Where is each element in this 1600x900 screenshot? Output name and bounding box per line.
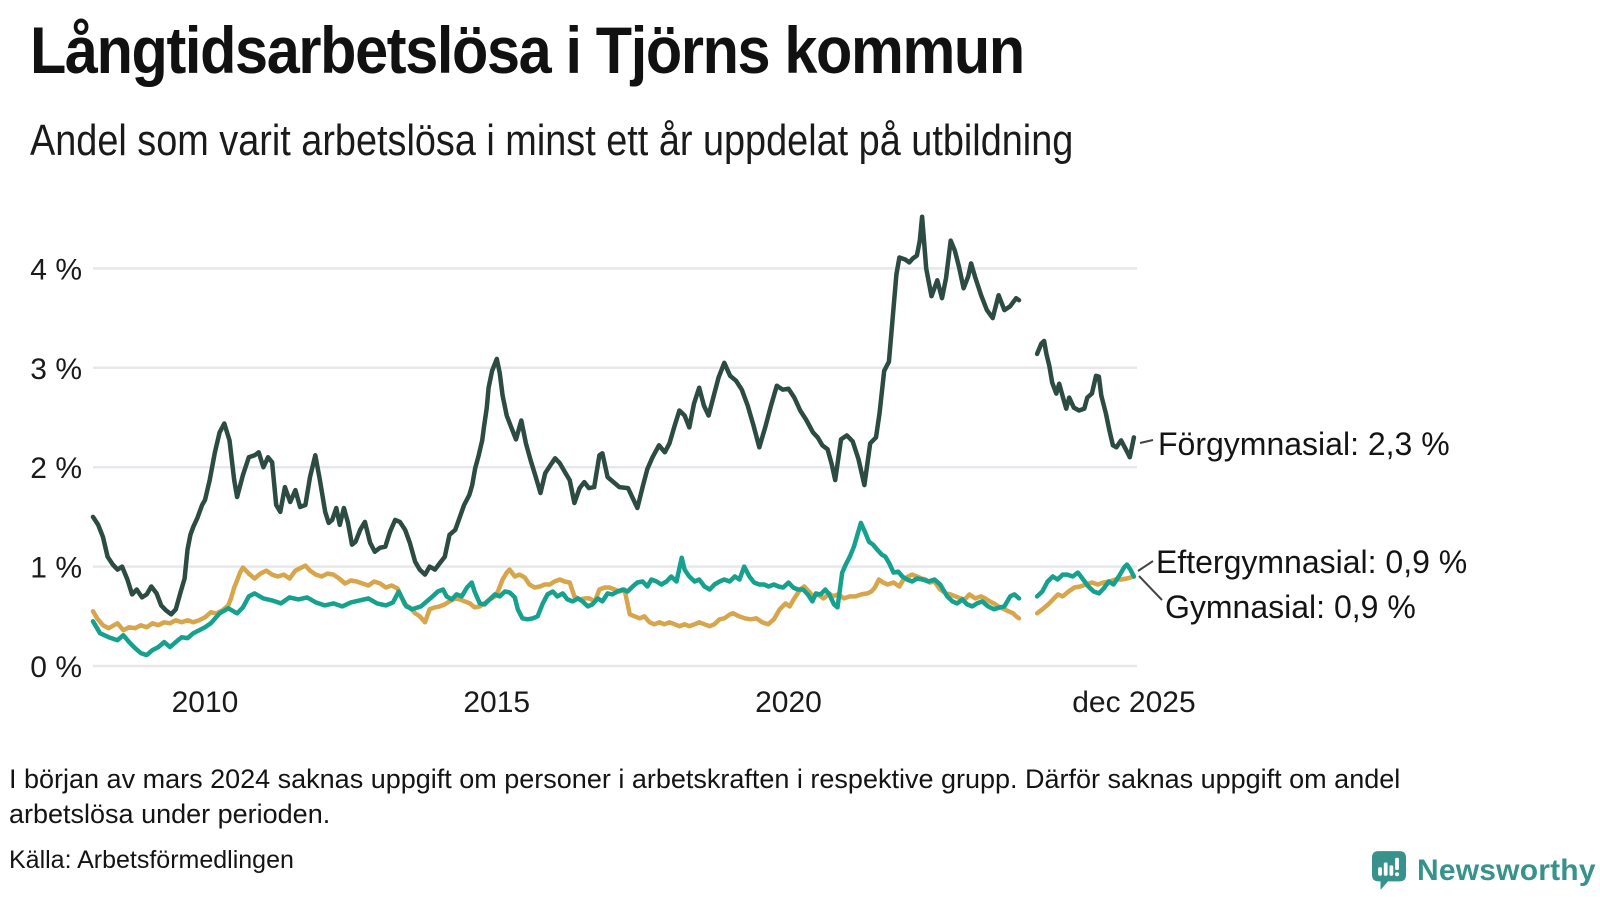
label-connector-line	[1138, 575, 1163, 601]
y-axis-tick-label: 1 %	[30, 552, 82, 585]
y-axis-tick-label: 0 %	[30, 651, 82, 684]
newsworthy-logo: Newsworthy	[1372, 851, 1596, 891]
newsworthy-logo-text: Newsworthy	[1417, 854, 1596, 887]
x-axis-tick-label: 2010	[172, 686, 239, 719]
y-axis-tick-label: 3 %	[30, 353, 82, 386]
newsworthy-badge-icon	[1372, 851, 1406, 890]
series-line-eftergymnasial	[1034, 562, 1137, 599]
y-axis-tick-label: 2 %	[30, 452, 82, 485]
series-end-label-forgymnasial: Förgymnasial: 2,3 %	[1158, 426, 1450, 462]
series-line-förgymnasial	[1034, 338, 1137, 460]
x-axis-tick-label: dec 2025	[1072, 686, 1195, 719]
series-line-förgymnasial	[90, 214, 1022, 617]
x-axis-tick-label: 2020	[755, 686, 822, 719]
series-line-eftergymnasial	[90, 520, 1022, 658]
page-title: Långtidsarbetslösa i Tjörns kommun	[30, 13, 1025, 87]
footnote-text: I början av mars 2024 saknas uppgift om …	[9, 764, 1401, 829]
series-line-gymnasial	[90, 563, 1022, 633]
y-axis-tick-label: 4 %	[30, 253, 82, 286]
series-end-label-eftergymnasial: Eftergymnasial: 0,9 %	[1156, 544, 1468, 580]
series-end-label-gymnasial: Gymnasial: 0,9 %	[1165, 589, 1416, 625]
page-subtitle: Andel som varit arbetslösa i minst ett å…	[30, 116, 1074, 165]
source-attribution: Källa: Arbetsförmedlingen	[9, 846, 294, 874]
x-axis-tick-label: 2015	[463, 686, 530, 719]
label-connector-line	[1137, 560, 1154, 572]
label-connector-line	[1139, 439, 1154, 444]
